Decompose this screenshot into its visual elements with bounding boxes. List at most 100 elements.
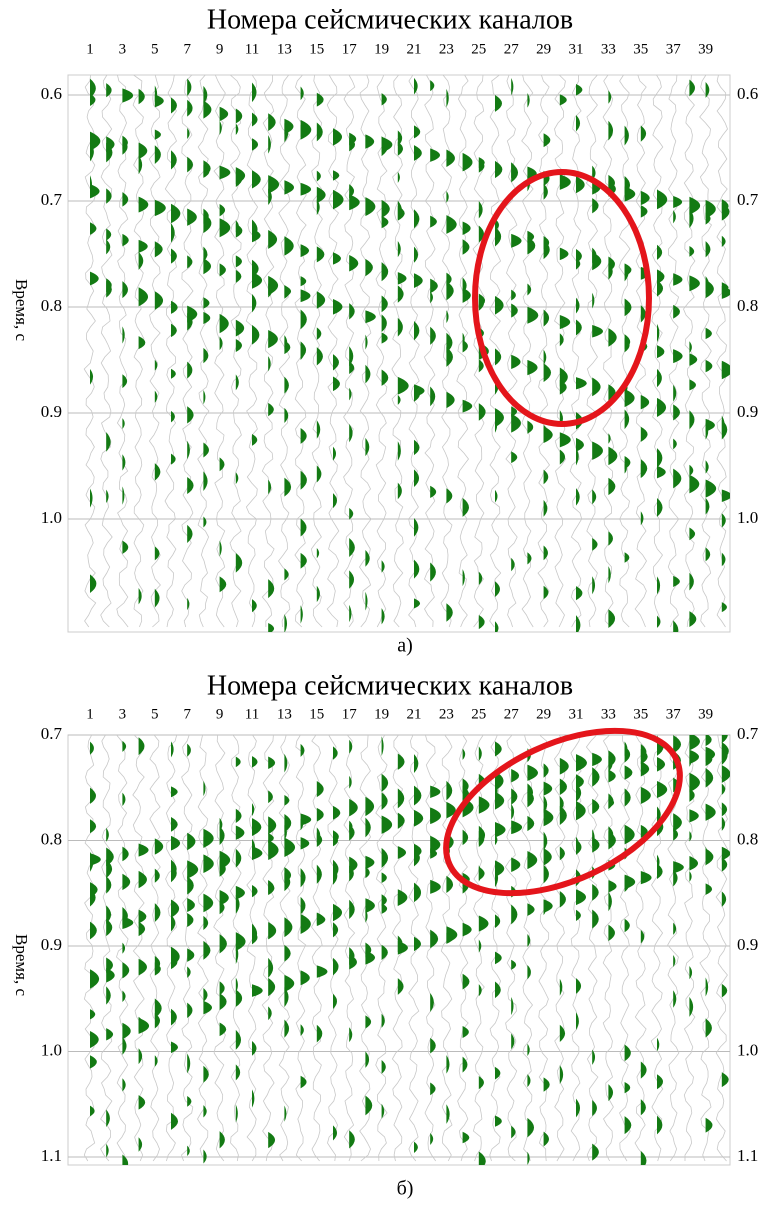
wavelet	[495, 408, 504, 428]
wavelet	[235, 885, 245, 900]
wavelet	[300, 552, 307, 569]
wavelet	[284, 123, 289, 143]
wavelet	[349, 361, 355, 374]
wavelet	[90, 851, 94, 872]
wavelet	[640, 929, 645, 944]
wavelet	[397, 482, 402, 500]
wavelet	[219, 826, 225, 846]
wavelet	[90, 969, 100, 989]
wavelet	[268, 135, 271, 154]
wavelet	[478, 1151, 486, 1165]
wavelet	[252, 885, 258, 898]
wavelet	[673, 954, 676, 968]
wavelet	[138, 196, 149, 213]
wavelet	[300, 427, 307, 444]
panel-caption: б)	[397, 1178, 414, 1200]
wavelet	[106, 228, 112, 241]
wavelet	[527, 851, 538, 870]
wavelet	[171, 368, 176, 379]
trace	[521, 75, 534, 628]
highlight-ellipse	[443, 727, 683, 897]
wavelet	[187, 476, 194, 494]
wavelet	[171, 1041, 178, 1054]
wavelet	[689, 772, 700, 793]
wavelet	[268, 579, 275, 599]
wavelet	[527, 1074, 531, 1088]
wavelet	[721, 765, 730, 783]
wavelet	[252, 293, 257, 313]
channel-label: 1	[86, 706, 94, 722]
wavelet	[624, 337, 630, 353]
wavelet	[430, 326, 436, 345]
wavelet	[138, 88, 145, 105]
wavelet	[171, 410, 175, 423]
time-tick-right: 0.9	[737, 935, 758, 954]
wavelet	[171, 248, 177, 264]
wavelet	[300, 605, 303, 624]
wavelet	[284, 614, 288, 632]
wavelet	[90, 741, 94, 755]
wavelet	[187, 208, 197, 226]
wavelet	[576, 1098, 581, 1118]
time-tick-left: 0.7	[41, 724, 63, 743]
wavelet	[608, 433, 611, 444]
trace	[699, 735, 712, 1162]
wavelet	[673, 404, 680, 421]
wavelet	[689, 379, 696, 391]
wavelet	[106, 967, 115, 983]
wavelet	[381, 369, 389, 386]
wavelet	[365, 1051, 370, 1068]
wavelet	[219, 1131, 225, 1149]
wavelet	[608, 566, 611, 584]
trace	[489, 735, 502, 1162]
wavelet	[203, 987, 208, 1002]
wavelet	[657, 1115, 663, 1135]
wavelet	[219, 890, 229, 906]
wavelet	[414, 936, 422, 952]
time-tick-left: 0.6	[41, 84, 62, 103]
wavelet	[527, 552, 532, 565]
wavelet	[446, 391, 455, 409]
wavelet	[171, 300, 178, 314]
wavelet	[657, 615, 661, 628]
channel-label: 25	[471, 41, 486, 57]
wavelet	[446, 215, 457, 234]
wavelet	[268, 230, 278, 249]
wavelet	[721, 857, 728, 872]
wavelet	[397, 394, 401, 405]
trace	[634, 735, 647, 1162]
trace	[149, 735, 161, 1162]
wavelet	[252, 82, 257, 103]
wavelet	[430, 215, 437, 228]
wavelet	[689, 572, 694, 591]
wavelet	[705, 547, 711, 562]
wavelet	[689, 966, 693, 980]
wavelet	[187, 1096, 192, 1107]
wavelet	[284, 837, 296, 857]
wavelet	[705, 199, 716, 219]
wavelet	[268, 356, 271, 372]
wavelet	[138, 1095, 146, 1110]
wavelet	[657, 497, 663, 517]
wavelet	[90, 787, 96, 804]
wavelet	[592, 1049, 596, 1065]
wavelet	[527, 230, 535, 243]
wavelet	[543, 235, 550, 250]
wavelet	[122, 281, 128, 299]
wavelet	[559, 314, 571, 330]
wavelet	[284, 285, 292, 298]
wavelet	[495, 296, 504, 315]
wavelet	[122, 906, 128, 925]
wavelet	[203, 85, 208, 104]
wavelet	[300, 813, 312, 826]
wavelet	[721, 891, 727, 907]
wavelet	[171, 899, 180, 918]
wavelet	[624, 298, 632, 317]
wavelet	[495, 1115, 502, 1127]
wavelet	[171, 741, 174, 758]
wavelet	[414, 209, 420, 229]
wavelet	[576, 176, 585, 194]
wavelet	[414, 77, 418, 95]
wavelet	[689, 831, 692, 842]
wavelet	[705, 327, 712, 340]
